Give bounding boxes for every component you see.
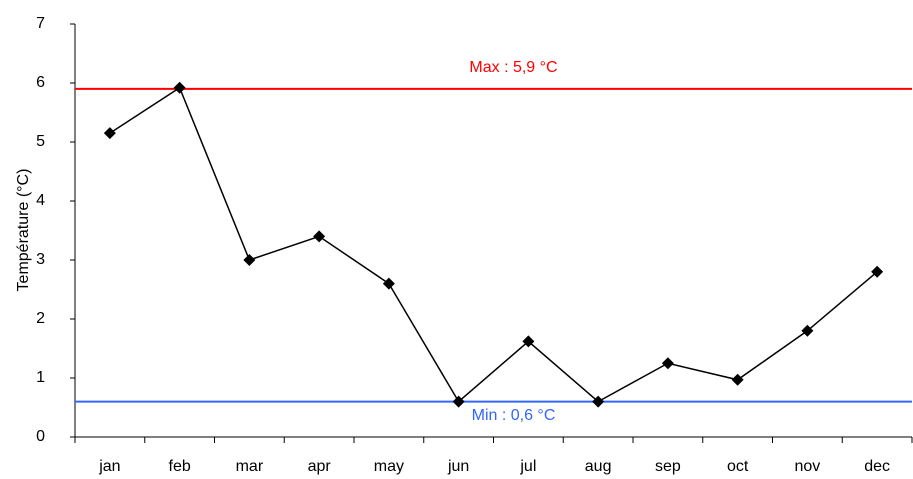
x-tick-label: apr (308, 458, 332, 475)
x-tick-label: jul (519, 458, 536, 475)
data-point (313, 230, 326, 243)
reference-label: Min : 0,6 °C (472, 407, 556, 424)
y-tick-label: 6 (36, 74, 45, 91)
data-point (731, 373, 744, 386)
data-point (243, 254, 256, 266)
reference-label: Max : 5,9 °C (469, 59, 557, 76)
y-tick-label: 0 (36, 428, 45, 445)
y-tick-label: 3 (36, 251, 45, 268)
y-tick-label: 5 (36, 133, 45, 150)
data-line (109, 86, 878, 403)
y-tick-label: 1 (36, 369, 45, 386)
x-tick-label: oct (727, 458, 749, 475)
x-tick-label: aug (585, 458, 612, 475)
data-point (871, 265, 884, 278)
x-tick-label: mar (236, 458, 264, 475)
y-axis-label: Température (°C) (15, 169, 32, 292)
x-tick-label: jun (447, 458, 469, 475)
data-point (382, 277, 395, 290)
x-tick-label: feb (169, 458, 191, 475)
data-point (661, 357, 674, 370)
y-tick-label: 4 (36, 192, 45, 209)
x-tick-label: dec (864, 458, 890, 475)
data-point (103, 127, 116, 140)
data-point (452, 395, 465, 408)
x-tick-label: jan (98, 458, 120, 475)
x-tick-label: may (374, 458, 404, 475)
x-tick-label: nov (794, 458, 820, 475)
data-point (173, 81, 186, 94)
y-tick-label: 7 (36, 15, 45, 32)
data-point (801, 324, 814, 337)
y-tick-label: 2 (36, 310, 45, 327)
data-point (592, 395, 605, 408)
x-tick-label: sep (655, 458, 681, 475)
data-point (522, 335, 535, 348)
